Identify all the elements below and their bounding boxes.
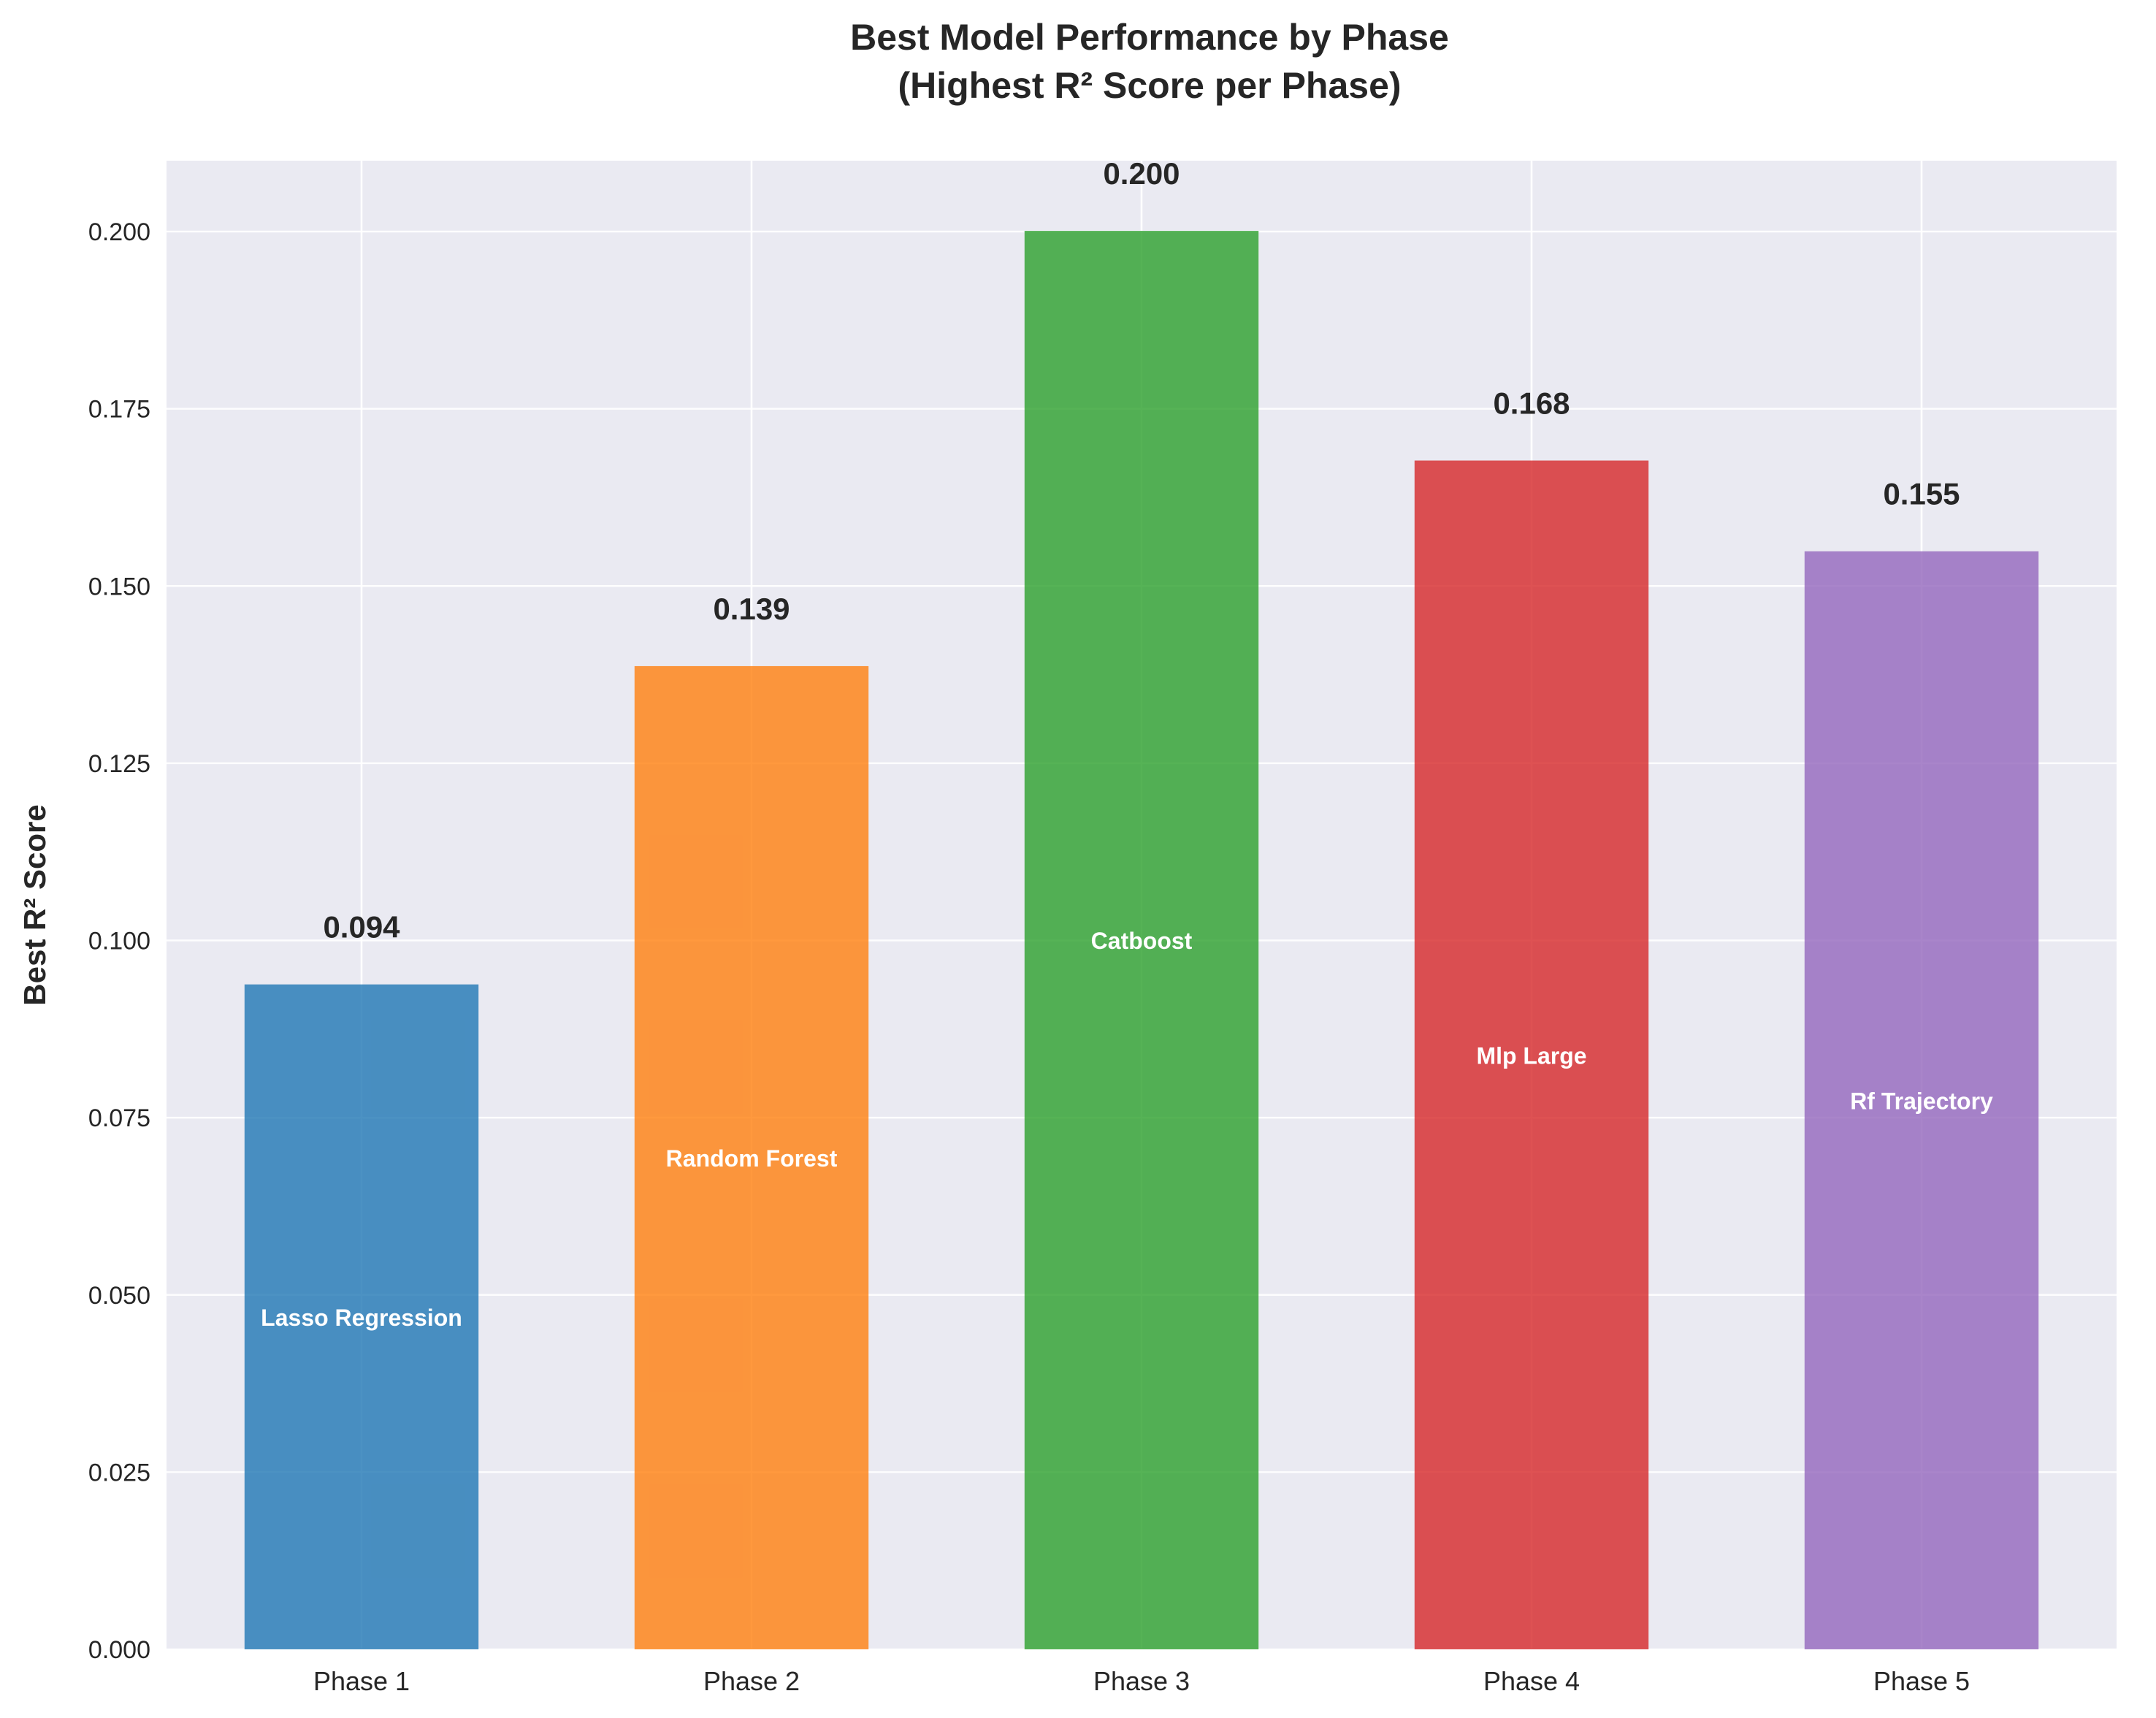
chart-title: Best Model Performance by Phase [850, 17, 1449, 58]
model-label: Lasso Regression [261, 1305, 462, 1331]
y-tick-label: 0.025 [88, 1459, 150, 1486]
y-tick-label: 0.000 [88, 1636, 150, 1664]
y-tick-label: 0.150 [88, 573, 150, 600]
model-label: Rf Trajectory [1850, 1088, 1993, 1114]
y-tick-label: 0.175 [88, 396, 150, 424]
y-tick-label: 0.125 [88, 750, 150, 778]
model-label: Catboost [1091, 928, 1193, 954]
x-tick-label: Phase 5 [1873, 1666, 1970, 1696]
y-tick-label: 0.200 [88, 218, 150, 246]
value-label: 0.168 [1493, 386, 1570, 421]
value-label: 0.155 [1883, 477, 1960, 511]
model-label: Mlp Large [1476, 1042, 1586, 1069]
bar-3 [1024, 231, 1259, 1649]
bar-4 [1414, 460, 1649, 1649]
x-tick-label: Phase 4 [1483, 1666, 1580, 1696]
x-tick-label: Phase 3 [1093, 1666, 1190, 1696]
model-label: Random Forest [666, 1145, 838, 1172]
y-axis-label: Best R² Score [18, 804, 52, 1005]
x-axis-ticks: Phase 1 Phase 2 Phase 3 Phase 4 Phase 5 [313, 1666, 1970, 1696]
y-tick-label: 0.075 [88, 1104, 150, 1132]
value-label: 0.094 [323, 910, 400, 944]
y-axis-ticks: 0.000 0.025 0.050 0.075 0.100 0.125 0.150 0.175… [88, 218, 150, 1664]
y-tick-label: 0.100 [88, 928, 150, 955]
value-label: 0.200 [1103, 156, 1180, 191]
bar-1 [244, 984, 479, 1649]
value-label: 0.139 [713, 592, 790, 626]
x-tick-label: Phase 2 [703, 1666, 800, 1696]
bars [244, 231, 2039, 1650]
y-tick-label: 0.050 [88, 1282, 150, 1310]
bar-2 [634, 665, 869, 1650]
data-labels: 0.094 Lasso Regression 0.139 Random Forest 0… [261, 156, 1993, 1331]
x-tick-label: Phase 1 [313, 1666, 410, 1696]
bar-5 [1804, 551, 2039, 1649]
chart-subtitle: (Highest R² Score per Phase) [898, 65, 1401, 106]
